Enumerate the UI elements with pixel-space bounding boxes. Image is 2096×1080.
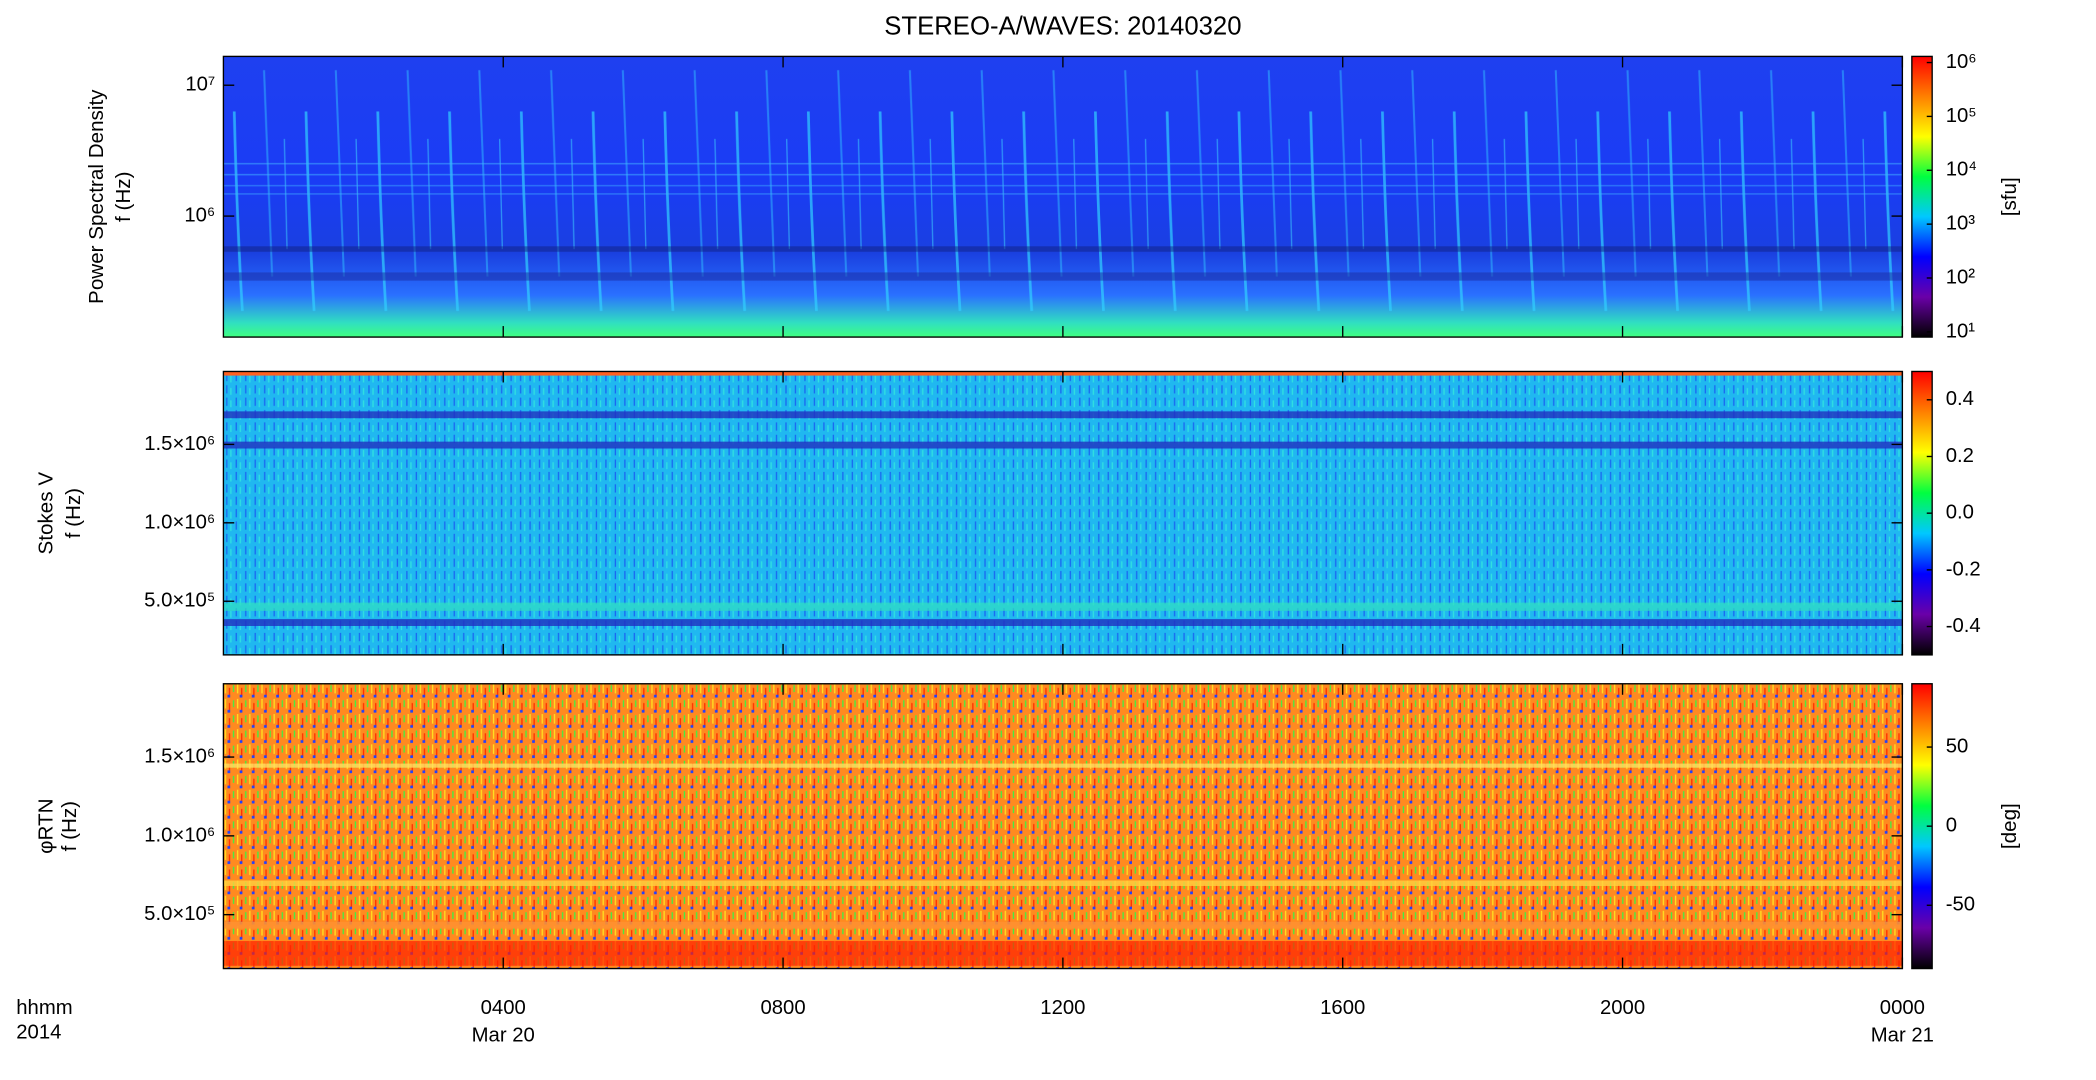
- spectrogram-3: [223, 683, 1903, 969]
- colorbar-tick-label: 50: [1946, 734, 1969, 757]
- colorbar-label: [deg]: [1998, 803, 2021, 849]
- y-axis-label: f (Hz): [62, 488, 85, 538]
- y-tick-label: 10⁶: [184, 203, 215, 226]
- colorbar-tick-label: 10²: [1946, 265, 1976, 288]
- colorbar-tick-label: 10⁵: [1946, 104, 1977, 127]
- x-tick-label: 1200: [1040, 996, 1085, 1019]
- colorbar-tick-label: 10⁴: [1946, 158, 1977, 181]
- y-tick-label: 5.0×10⁵: [144, 589, 215, 612]
- x-axis-label: 2014: [16, 1021, 61, 1044]
- x-tick-label: 0000: [1880, 996, 1925, 1019]
- x-date-label: Mar 20: [472, 1023, 535, 1046]
- y-tick-label: 10⁷: [185, 73, 215, 96]
- x-tick-label: 0800: [760, 996, 805, 1019]
- colorbar-tick-label: 10¹: [1946, 319, 1976, 342]
- y-tick-label: 5.0×10⁵: [144, 902, 215, 925]
- x-tick-label: 0400: [481, 996, 526, 1019]
- colorbar-tick-label: 0.4: [1946, 387, 1974, 410]
- y-axis-label: Power Spectral Density: [85, 89, 108, 304]
- colorbar-tick-label: 0.0: [1946, 500, 1974, 523]
- colorbar-tick-label: -50: [1946, 893, 1975, 916]
- spectrogram-1: [223, 56, 1903, 338]
- y-tick-label: 1.5×10⁶: [144, 744, 215, 767]
- y-axis-label: φRTN: [35, 798, 58, 853]
- x-tick-label: 1600: [1320, 996, 1365, 1019]
- x-date-label: Mar 21: [1871, 1023, 1934, 1046]
- x-axis-label: hhmm: [16, 996, 72, 1019]
- colorbar-label: [sfu]: [1998, 177, 2021, 216]
- chart-title: STEREO-A/WAVES: 20140320: [884, 12, 1241, 40]
- colorbar-tick-label: -0.2: [1946, 557, 1981, 580]
- colorbar-tick-label: -0.4: [1946, 614, 1981, 637]
- colorbar-tick-label: 10³: [1946, 211, 1976, 234]
- y-tick-label: 1.0×10⁶: [144, 510, 215, 533]
- colorbar-tick-label: 0.2: [1946, 444, 1974, 467]
- colorbar: [1911, 55, 1933, 338]
- y-axis-label: f (Hz): [58, 801, 81, 851]
- y-axis-label: f (Hz): [112, 172, 135, 222]
- colorbar-tick-label: 10⁶: [1946, 50, 1977, 73]
- y-tick-label: 1.5×10⁶: [144, 432, 215, 455]
- spectrogram-2: [223, 371, 1903, 655]
- y-tick-label: 1.0×10⁶: [144, 823, 215, 846]
- x-tick-label: 2000: [1600, 996, 1645, 1019]
- y-axis-label: Stokes V: [35, 472, 58, 555]
- colorbar-tick-label: 0: [1946, 813, 1957, 836]
